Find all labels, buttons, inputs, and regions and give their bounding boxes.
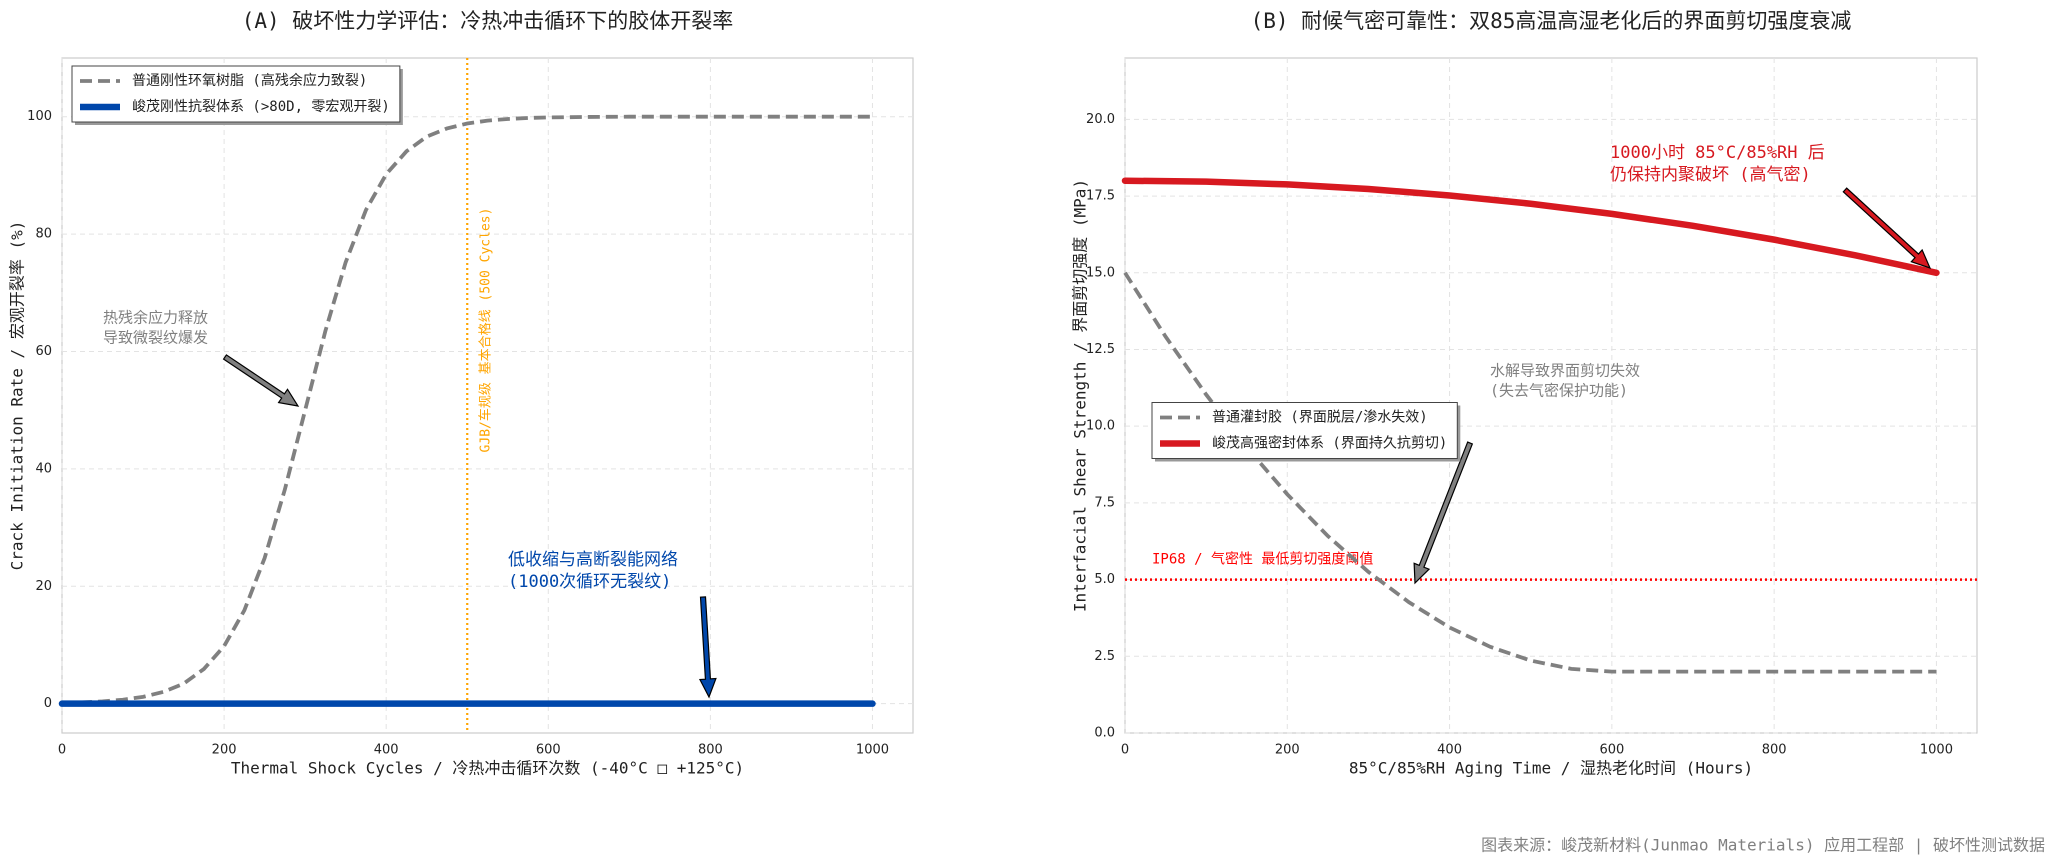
y-tick-label: 17.5 — [1086, 189, 1115, 204]
y-tick-label: 12.5 — [1086, 342, 1115, 357]
x-tick-label: 1000 — [1920, 743, 1953, 758]
annotation-text: 水解导致界面剪切失效 — [1490, 362, 1640, 380]
legend: 普通刚性环氧树脂 (高残余应力致裂) 峻茂刚性抗裂体系 (>80D, 零宏观开裂) — [71, 65, 403, 125]
x-tick-label: 400 — [374, 743, 399, 758]
annotation-text: 仍保持内聚破坏 (高气密) — [1610, 165, 1811, 185]
annotation-arrow — [222, 354, 300, 407]
x-tick-label: 600 — [1599, 743, 1624, 758]
data-line — [1121, 177, 1940, 277]
y-tick-label: 15.0 — [1086, 265, 1115, 280]
y-tick-label: 80 — [35, 227, 52, 242]
y-tick-label: 0 — [44, 696, 52, 711]
x-tick-label: 200 — [1275, 743, 1300, 758]
x-tick-label: 0 — [58, 743, 66, 758]
y-tick-label: 20 — [35, 579, 52, 594]
source-note: 图表来源：峻茂新材料(Junmao Materials) 应用工程部 | 破坏性… — [1481, 836, 2045, 855]
legend-label: 峻茂刚性抗裂体系 (>80D, 零宏观开裂) — [132, 98, 390, 115]
legend-frame — [71, 65, 401, 123]
annotation-arrow — [1842, 187, 1932, 269]
annotation-text: 导致微裂纹爆发 — [103, 329, 208, 347]
legend-label: 普通刚性环氧树脂 (高残余应力致裂) — [132, 72, 367, 89]
y-axis-label: Crack Initiation Rate / 宏观开裂率 (%) — [8, 221, 27, 571]
x-tick-label: 600 — [536, 743, 561, 758]
y-tick-label: 0.0 — [1094, 726, 1115, 741]
x-axis-label: 85°C/85%RH Aging Time / 湿热老化时间 (Hours) — [1349, 759, 1753, 778]
y-tick-label: 100 — [27, 109, 52, 124]
annotation-text: 1000小时 85°C/85%RH 后 — [1610, 143, 1825, 163]
y-tick-label: 10.0 — [1086, 419, 1115, 434]
x-tick-label: 0 — [1121, 743, 1129, 758]
y-tick-label: 20.0 — [1086, 112, 1115, 127]
y-tick-label: 7.5 — [1094, 495, 1115, 510]
x-axis-label: Thermal Shock Cycles / 冷热冲击循环次数 (-40°C □… — [231, 759, 744, 778]
chart-title: (A) 破坏性力学评估：冷热冲击循环下的胶体开裂率 — [242, 9, 734, 33]
y-tick-label: 5.0 — [1094, 572, 1115, 587]
x-tick-label: 1000 — [856, 743, 889, 758]
legend-frame — [1151, 402, 1458, 459]
y-axis-label: Interfacial Shear Strength / 界面剪切强度 (MPa… — [1071, 179, 1090, 612]
annotation-arrow — [698, 596, 717, 699]
annotation-arrow — [1413, 441, 1474, 585]
annotation-text: (1000次循环无裂纹) — [508, 572, 671, 592]
plot-area — [61, 57, 914, 734]
data-line — [61, 114, 873, 705]
y-tick-label: 2.5 — [1094, 649, 1115, 664]
annotation-text: (失去气密保护功能) — [1490, 382, 1628, 400]
legend-label: 峻茂高强密封体系 (界面持久抗剪切) — [1212, 435, 1447, 452]
x-tick-label: 200 — [212, 743, 237, 758]
reference-label: IP68 / 气密性 最低剪切强度阈值 — [1152, 551, 1373, 568]
reference-label: GJB/车规级 基本合格线 (500 Cycles) — [478, 208, 494, 453]
chart-title: (B) 耐候气密可靠性：双85高温高湿老化后的界面剪切强度衰减 — [1251, 9, 1852, 33]
y-tick-label: 60 — [35, 344, 52, 359]
annotation-text: 低收缩与高断裂能网络 — [508, 550, 678, 570]
annotation-text: 热残余应力释放 — [103, 309, 208, 327]
x-tick-label: 800 — [698, 743, 723, 758]
y-tick-label: 40 — [35, 461, 52, 476]
x-tick-label: 400 — [1437, 743, 1462, 758]
legend-label: 普通灌封胶 (界面脱层/渗水失效) — [1212, 409, 1428, 426]
x-tick-label: 800 — [1762, 743, 1787, 758]
plot-area — [1124, 57, 1978, 734]
legend: 普通灌封胶 (界面脱层/渗水失效) 峻茂高强密封体系 (界面持久抗剪切) — [1151, 402, 1461, 462]
